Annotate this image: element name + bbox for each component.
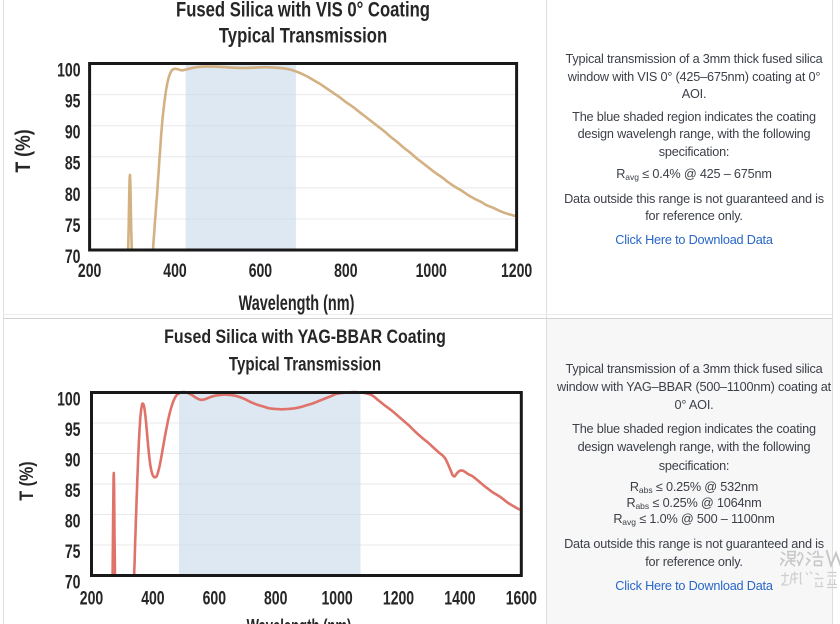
svg-text:800: 800 (264, 587, 287, 609)
svg-text:600: 600 (203, 587, 226, 609)
svg-text:Wavelength (nm): Wavelength (nm) (247, 616, 352, 624)
svg-text:100: 100 (57, 388, 80, 410)
svg-text:1000: 1000 (416, 260, 447, 282)
svg-text:95: 95 (65, 419, 81, 441)
svg-text:1200: 1200 (501, 260, 532, 282)
svg-text:85: 85 (65, 152, 81, 174)
svg-text:800: 800 (334, 260, 357, 282)
svg-text:600: 600 (249, 260, 272, 282)
svg-text:400: 400 (141, 587, 164, 609)
svg-text:Typical Transmission: Typical Transmission (229, 353, 381, 375)
svg-text:1400: 1400 (444, 587, 475, 609)
svg-text:Typical Transmission: Typical Transmission (219, 25, 387, 48)
svg-text:75: 75 (65, 541, 81, 563)
svg-text:80: 80 (65, 184, 81, 206)
svg-text:T (%): T (%) (16, 461, 38, 500)
svg-text:Fused Silica with YAG-BBAR Coa: Fused Silica with YAG-BBAR Coating (164, 326, 446, 348)
svg-text:70: 70 (65, 246, 81, 268)
svg-text:95: 95 (65, 90, 81, 112)
svg-text:Wavelength (nm): Wavelength (nm) (239, 291, 355, 314)
svg-text:70: 70 (65, 571, 81, 593)
svg-text:90: 90 (65, 449, 81, 471)
svg-text:Fused Silica with VIS 0° Coati: Fused Silica with VIS 0° Coating (176, 0, 430, 22)
svg-text:100: 100 (57, 59, 80, 81)
svg-text:80: 80 (65, 510, 81, 532)
svg-text:T (%): T (%) (12, 129, 36, 172)
svg-text:400: 400 (163, 260, 186, 282)
svg-text:1600: 1600 (506, 587, 537, 609)
svg-text:85: 85 (65, 480, 81, 502)
svg-text:1000: 1000 (321, 587, 352, 609)
svg-text:200: 200 (78, 260, 101, 282)
svg-text:200: 200 (80, 587, 103, 609)
svg-text:90: 90 (65, 121, 81, 143)
svg-text:1200: 1200 (383, 587, 414, 609)
svg-text:75: 75 (65, 215, 81, 237)
